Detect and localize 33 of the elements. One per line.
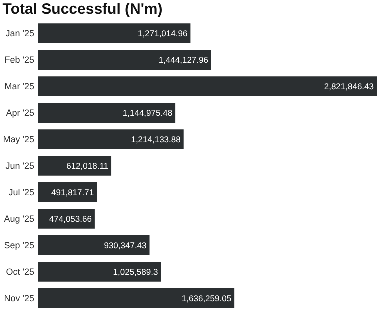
y-tick-label: Jun '25	[6, 161, 34, 171]
bar	[38, 182, 98, 202]
y-tick-label: Jan '25	[6, 28, 34, 39]
y-tick-label: Oct '25	[6, 266, 34, 277]
data-label: 1,271,014.96	[138, 28, 188, 39]
y-tick-label: Feb '25	[4, 55, 34, 66]
y-tick-label: Aug '25	[4, 214, 34, 224]
bar	[38, 236, 150, 256]
bar	[38, 262, 162, 282]
data-label: 612,018.11	[66, 161, 109, 171]
chart-title: Total Successful (N'm)	[2, 1, 163, 18]
data-label: 474,053.66	[49, 214, 92, 224]
bar	[38, 103, 176, 123]
y-tick-label: May '25	[3, 134, 34, 145]
bar	[38, 156, 112, 176]
bar	[38, 288, 235, 308]
bar	[38, 50, 212, 70]
y-tick-label: Sep '25	[4, 240, 34, 250]
bar	[38, 130, 184, 150]
data-label: 1,025,589.3	[113, 266, 158, 277]
data-label: 930,347.43	[104, 240, 148, 250]
data-label: 1,636,259.05	[182, 293, 232, 304]
y-tick-label: Jul '25	[8, 187, 34, 198]
y-tick-label: Apr '25	[6, 108, 34, 118]
data-label: 1,444,127.96	[158, 55, 209, 66]
bar	[38, 24, 191, 44]
data-label: 491,817.71	[52, 187, 94, 198]
data-label: 1,214,133.88	[131, 134, 182, 145]
y-tick-label: Nov '25	[4, 293, 34, 304]
bar	[38, 76, 377, 96]
data-label: 2,821,846.43	[324, 82, 374, 92]
y-tick-label: Mar '25	[4, 82, 34, 92]
data-label: 1,144,975.48	[122, 108, 173, 118]
